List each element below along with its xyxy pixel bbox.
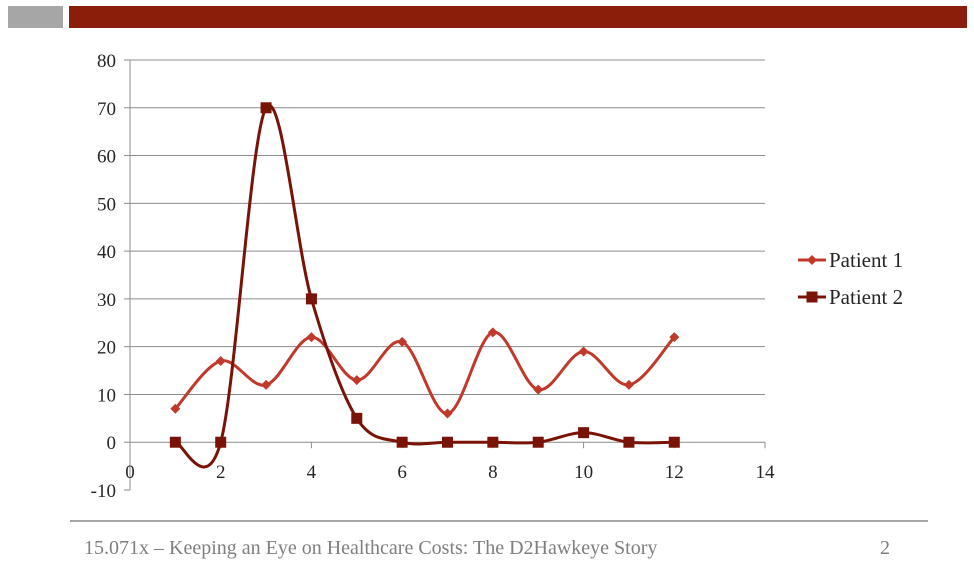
data-point <box>260 102 272 114</box>
data-point <box>351 375 362 386</box>
data-point <box>351 412 363 424</box>
data-point <box>261 379 272 390</box>
data-point <box>487 436 499 448</box>
x-tick-label: 0 <box>125 462 135 483</box>
data-point <box>397 336 408 347</box>
y-tick-label: 60 <box>97 147 116 168</box>
data-point <box>215 356 226 366</box>
x-tick-label: 14 <box>756 462 776 483</box>
y-tick-label: 50 <box>97 194 116 215</box>
footer-divider <box>70 520 928 522</box>
data-point <box>578 346 589 357</box>
legend-label: Patient 1 <box>829 248 903 272</box>
y-tick-label: 10 <box>97 385 116 406</box>
header-gray-block <box>8 6 63 28</box>
data-point <box>305 293 317 305</box>
x-tick-label: 6 <box>397 462 407 483</box>
data-point <box>169 436 181 448</box>
chart-series <box>169 102 680 469</box>
series-1 <box>170 327 680 419</box>
data-point <box>623 436 635 448</box>
y-tick-label: 30 <box>97 290 116 311</box>
y-tick-label: 0 <box>107 433 117 454</box>
y-tick-label: 80 <box>97 51 116 72</box>
data-point <box>487 327 498 338</box>
data-point <box>396 436 408 448</box>
legend-marker <box>806 291 818 303</box>
data-point <box>623 379 634 390</box>
data-point <box>442 436 453 448</box>
y-tick-label: 70 <box>97 99 116 120</box>
data-point <box>668 436 680 448</box>
series-2 <box>169 102 680 469</box>
page-number: 2 <box>880 537 890 559</box>
header-title-bar <box>69 6 967 28</box>
data-point <box>215 436 227 448</box>
x-tick-label: 8 <box>488 462 498 483</box>
chart-gridlines <box>130 59 765 395</box>
legend-label: Patient 2 <box>829 285 903 309</box>
data-point <box>170 403 181 414</box>
x-tick-label: 12 <box>665 462 684 483</box>
data-point <box>306 332 317 343</box>
y-tick-label: -10 <box>91 481 116 502</box>
legend-item: Patient 1 <box>798 248 903 272</box>
data-point <box>533 384 544 395</box>
y-tick-label: 40 <box>97 242 116 263</box>
legend-marker <box>807 255 817 265</box>
data-point <box>532 436 544 448</box>
x-axis-ticks: 0 2 4 6 8 10 12 14 <box>125 442 775 483</box>
series-line <box>174 330 676 416</box>
chart-legend: Patient 1 Patient 2 <box>798 248 903 309</box>
x-tick-label: 4 <box>307 462 317 483</box>
y-tick-label: 20 <box>97 338 116 359</box>
y-axis-ticks: 80 70 60 50 40 30 20 10 0 -10 <box>91 51 130 502</box>
legend-item: Patient 2 <box>798 285 903 309</box>
x-tick-label: 10 <box>574 462 593 483</box>
data-point <box>442 408 453 419</box>
data-point <box>578 427 590 439</box>
series-line <box>174 103 675 469</box>
footer-title: 15.071x – Keeping an Eye on Healthcare C… <box>84 537 658 559</box>
data-point <box>669 332 680 343</box>
x-tick-label: 2 <box>216 462 226 483</box>
